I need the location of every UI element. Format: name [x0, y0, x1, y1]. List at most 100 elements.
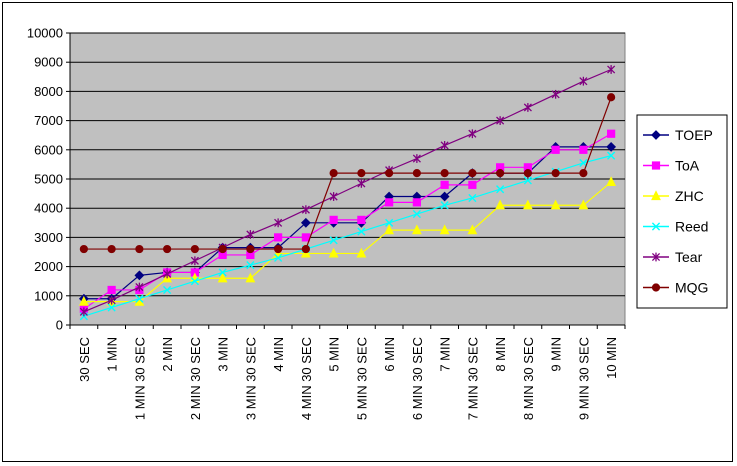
data-point-reed	[163, 285, 172, 295]
x-tick-label: 4 MIN	[271, 337, 286, 372]
y-tick-label: 4000	[34, 201, 63, 216]
x-tick-label: 8 MIN 30 SEC	[521, 337, 536, 420]
data-point-reed-stroke	[329, 236, 338, 245]
data-point-reed-stroke	[163, 285, 172, 295]
data-point-toa	[274, 233, 283, 242]
series-line-reed	[83, 155, 612, 317]
data-point-zhc	[328, 247, 339, 258]
data-point-zhc	[217, 272, 228, 283]
data-point-reed	[607, 151, 616, 160]
legend-label-mqg: MQG	[675, 280, 708, 296]
data-point-tear	[190, 256, 199, 266]
data-point-tear	[579, 76, 588, 86]
data-point-reed	[468, 193, 477, 203]
x-tick-label: 9 MIN 30 SEC	[576, 337, 591, 420]
x-tick-label: 30 SEC	[77, 337, 92, 382]
x-tick-label: 3 MIN	[216, 337, 231, 372]
data-point-tear	[440, 141, 449, 150]
data-point-tear	[412, 154, 421, 163]
data-point-tear	[274, 218, 283, 228]
data-point-reed	[274, 253, 283, 262]
data-point-mqg	[163, 244, 172, 254]
y-tick-label: 9000	[34, 55, 63, 70]
y-tick-label: 6000	[34, 142, 63, 157]
data-point-reed-stroke	[607, 151, 616, 160]
data-point-mqg	[329, 169, 338, 178]
data-point-reed-stroke	[218, 268, 227, 277]
series-line-toa	[83, 133, 612, 310]
data-point-mqg	[607, 93, 616, 102]
legend-marker-zhc	[651, 190, 661, 201]
series-line-tear	[83, 68, 612, 313]
legend-marker-toep	[651, 130, 661, 140]
data-point-reed	[412, 209, 421, 219]
data-point-tear	[329, 192, 338, 201]
x-tick-label: 3 MIN 30 SEC	[243, 337, 258, 420]
data-point-zhc	[356, 247, 367, 258]
data-point-mqg	[246, 244, 255, 254]
data-point-reed	[440, 201, 449, 210]
data-point-mqg	[551, 169, 560, 178]
data-point-zhc	[411, 224, 422, 235]
x-tick-label: 6 MIN	[382, 337, 397, 372]
y-tick-label: 5000	[34, 172, 63, 187]
data-point-tear	[301, 205, 310, 215]
data-point-mqg	[523, 169, 532, 178]
data-point-zhc	[439, 224, 450, 235]
x-tick-label: 4 MIN 30 SEC	[299, 337, 314, 420]
data-point-zhc	[78, 295, 89, 306]
data-point-toa	[468, 180, 477, 189]
data-point-tear	[523, 103, 532, 112]
data-point-reed	[107, 303, 116, 312]
data-point-mqg	[107, 244, 116, 254]
y-tick-label: 2000	[34, 259, 63, 274]
data-point-mqg	[190, 244, 199, 254]
data-point-zhc	[245, 272, 256, 283]
data-point-tear	[107, 295, 116, 305]
x-tick-label: 6 MIN 30 SEC	[410, 337, 425, 420]
x-tick-label: 7 MIN 30 SEC	[465, 337, 480, 420]
data-point-mqg	[135, 244, 144, 254]
data-point-reed	[190, 277, 199, 286]
data-point-reed-stroke	[496, 185, 505, 194]
legend-marker-reed	[651, 222, 661, 231]
data-point-tear	[607, 65, 616, 74]
data-point-mqg	[301, 244, 310, 254]
data-point-reed	[496, 185, 505, 194]
data-point-reed-stroke	[385, 218, 394, 227]
legend-label-toep: TOEP	[675, 127, 713, 143]
data-point-mqg	[440, 169, 449, 178]
data-point-mqg	[357, 169, 366, 178]
data-point-zhc	[522, 199, 533, 210]
data-point-reed-stroke	[107, 303, 116, 312]
data-point-reed-stroke	[135, 294, 144, 303]
data-point-zhc	[606, 176, 617, 187]
legend-label-tear: Tear	[675, 249, 703, 265]
data-point-mqg	[274, 244, 283, 254]
legend-marker-reed-stroke	[651, 222, 661, 231]
data-point-reed	[357, 227, 366, 236]
data-point-toa	[412, 198, 421, 207]
y-tick-label: 8000	[34, 84, 63, 99]
data-point-zhc	[384, 224, 395, 235]
data-point-mqg	[218, 244, 227, 254]
data-point-zhc	[495, 199, 506, 210]
data-point-reed-stroke	[579, 158, 588, 168]
data-point-reed-stroke	[246, 261, 255, 270]
data-point-reed	[218, 268, 227, 277]
data-point-reed	[135, 294, 144, 303]
x-tick-label: 7 MIN	[438, 337, 453, 372]
legend-marker-toa	[651, 161, 661, 170]
data-point-toa	[107, 285, 116, 295]
data-point-toep	[134, 270, 145, 281]
x-tick-label: 2 MIN	[160, 337, 175, 372]
legend-label-zhc: ZHC	[675, 188, 704, 204]
data-point-tear	[135, 282, 144, 292]
data-point-tear	[246, 230, 255, 239]
data-point-tear	[551, 89, 560, 99]
data-point-reed-stroke	[190, 277, 199, 286]
data-point-reed-stroke	[274, 253, 283, 262]
data-point-reed-stroke	[468, 193, 477, 203]
data-point-reed	[329, 236, 338, 245]
data-point-toep	[606, 141, 617, 152]
